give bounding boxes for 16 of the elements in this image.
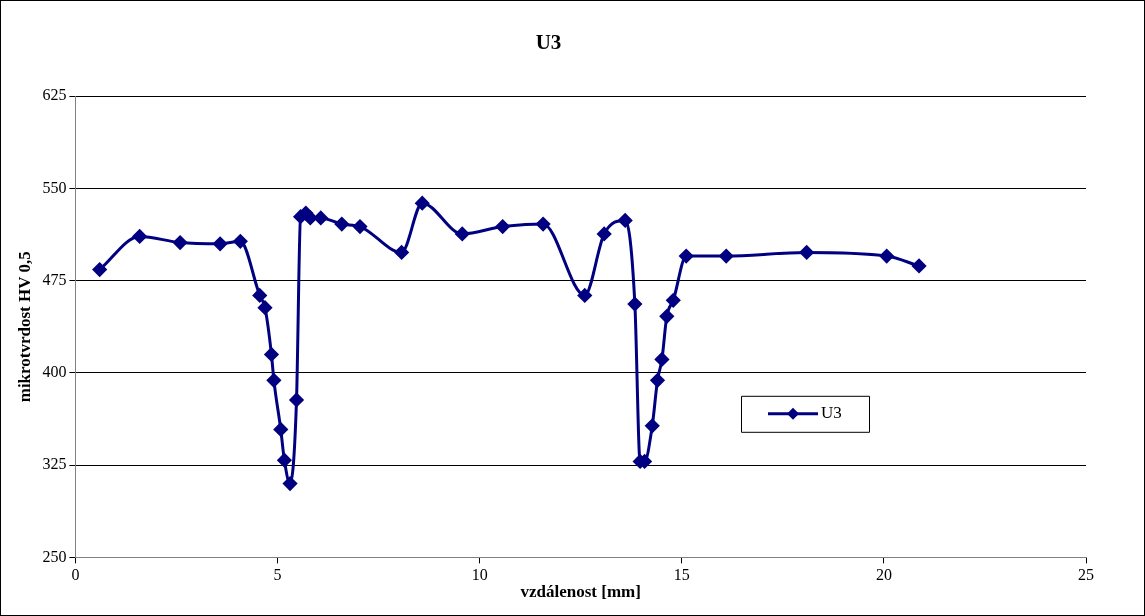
y-tick-label: 625 <box>42 86 67 104</box>
legend-label: U3 <box>821 403 842 423</box>
chart-title: U3 <box>535 30 562 55</box>
x-axis-title: vzdálenost [mm] <box>520 582 641 602</box>
y-tick-label: 325 <box>42 455 67 473</box>
x-tick-label: 0 <box>71 566 80 584</box>
y-tick-label: 250 <box>42 547 67 565</box>
y-axis-title: mikrotvrdost HV 0,5 <box>14 251 34 403</box>
y-tick-label: 475 <box>42 270 67 288</box>
x-tick-label: 15 <box>673 566 690 584</box>
x-tick-label: 10 <box>471 566 488 584</box>
x-tick-label: 20 <box>875 566 892 584</box>
x-tick-label: 25 <box>1078 566 1094 584</box>
y-tick-label: 550 <box>42 178 67 196</box>
y-tick-label: 400 <box>42 363 67 381</box>
x-tick-label: 5 <box>273 566 282 584</box>
